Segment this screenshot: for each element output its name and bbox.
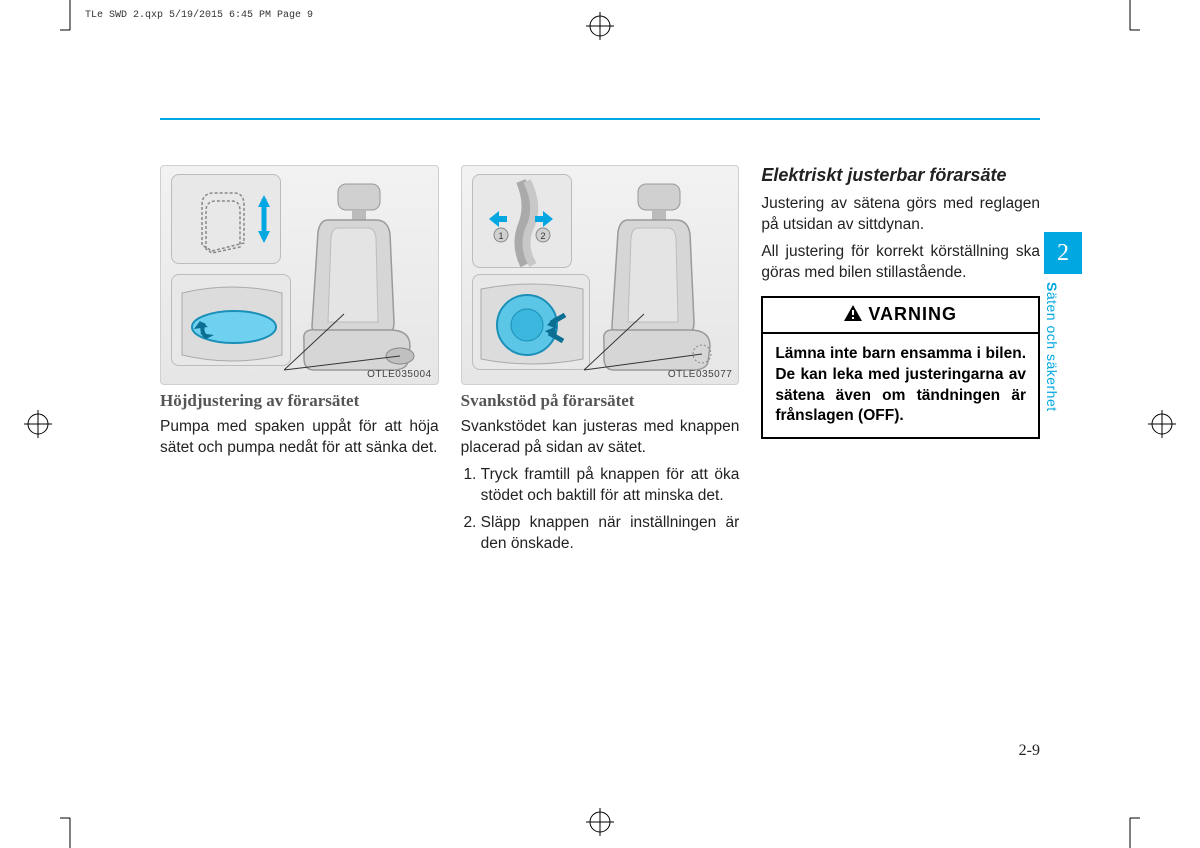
reg-mark-bottom [586, 808, 614, 836]
warning-box: VARNING Lämna inte barn ensamma i bilen.… [761, 296, 1040, 440]
crop-mark-bl [60, 808, 80, 848]
reg-mark-top [586, 12, 614, 40]
svg-text:1: 1 [498, 231, 503, 241]
column-1: OTLE035004 Höjdjustering av förarsätet P… [160, 165, 439, 561]
figure-inset-diagram [171, 174, 281, 264]
section-title: Säten och säkerhet [1044, 282, 1060, 412]
crop-mark-tr [1120, 0, 1140, 40]
svg-text:2: 2 [540, 231, 545, 241]
col3-p1: Justering av sätena görs med reglagen på… [761, 194, 1040, 236]
col3-title: Elektriskt justerbar förarsäte [761, 165, 1040, 186]
reg-mark-left [24, 410, 52, 438]
content-area: OTLE035004 Höjdjustering av förarsätet P… [160, 165, 1040, 561]
crop-mark-tl [60, 0, 80, 40]
figure-inset-knob [472, 274, 590, 370]
figure-code: OTLE035004 [367, 369, 432, 380]
col2-list-item: Tryck framtill på knappen för att öka st… [481, 465, 740, 507]
col2-body: Svankstödet kan justeras med knappen pla… [461, 417, 740, 459]
figure-lumbar: 1 2 [461, 165, 740, 385]
seat-illustration-2 [584, 178, 724, 374]
warning-icon [844, 305, 862, 326]
warning-label: VARNING [868, 304, 957, 324]
figure-height-adjust: OTLE035004 [160, 165, 439, 385]
section-tab: 2 Säten och säkerhet [1044, 232, 1082, 412]
figure-inset-lever [171, 274, 291, 366]
figure-code-2: OTLE035077 [668, 369, 733, 380]
section-number: 2 [1044, 232, 1082, 274]
figure-inset-spine: 1 2 [472, 174, 572, 268]
top-rule [160, 118, 1040, 120]
print-header: TLe SWD 2.qxp 5/19/2015 6:45 PM Page 9 [85, 10, 313, 21]
column-2: 1 2 [461, 165, 740, 561]
col1-body: Pumpa med spaken uppåt för att höja säte… [160, 417, 439, 459]
crop-mark-br [1120, 808, 1140, 848]
col2-list: Tryck framtill på knappen för att öka st… [461, 465, 740, 555]
warning-heading: VARNING [763, 298, 1038, 334]
warning-body: Lämna inte barn ensamma i bilen. De kan … [763, 334, 1038, 438]
col1-subhead: Höjdjustering av förarsätet [160, 391, 439, 411]
col2-list-item: Släpp knappen när inställningen är den ö… [481, 513, 740, 555]
seat-illustration [284, 178, 424, 374]
reg-mark-right [1148, 410, 1176, 438]
col2-subhead: Svankstöd på förarsätet [461, 391, 740, 411]
page-number: 2-9 [1019, 742, 1040, 760]
column-3: Elektriskt justerbar förarsäte Justering… [761, 165, 1040, 561]
col3-p2: All justering för korrekt körställning s… [761, 242, 1040, 284]
